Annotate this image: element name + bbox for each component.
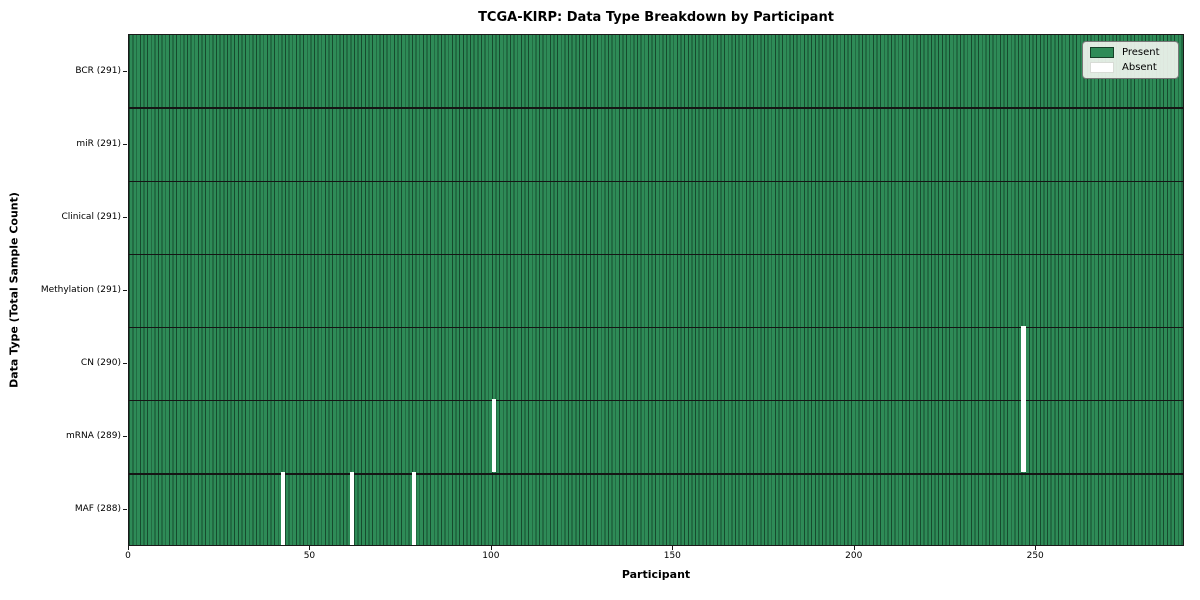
heatmap-row-mir bbox=[129, 107, 1183, 181]
row-divider bbox=[129, 473, 1183, 475]
y-tick-mark bbox=[123, 363, 127, 365]
x-tick-mark bbox=[853, 546, 855, 550]
x-tick-mark bbox=[1035, 546, 1037, 550]
present-swatch-icon bbox=[1090, 47, 1114, 58]
row-divider bbox=[129, 400, 1183, 402]
y-tick-label: Clinical (291) bbox=[61, 211, 121, 222]
y-tick-label: mRNA (289) bbox=[66, 431, 121, 442]
legend-label-absent: Absent bbox=[1122, 62, 1157, 73]
y-tick-mark bbox=[123, 290, 127, 291]
y-tick-label: miR (291) bbox=[76, 138, 121, 149]
y-tick-label: MAF (288) bbox=[74, 504, 121, 515]
absent-marker bbox=[1021, 399, 1026, 473]
chart-title: TCGA-KIRP: Data Type Breakdown by Partic… bbox=[478, 10, 834, 25]
plot-area bbox=[128, 34, 1184, 546]
row-divider bbox=[129, 326, 1183, 329]
x-tick-label: 0 bbox=[125, 551, 131, 561]
x-tick-label: 100 bbox=[482, 551, 500, 561]
legend: Present Absent bbox=[1082, 41, 1179, 79]
x-tick-mark bbox=[128, 546, 129, 550]
heatmap-row-bcr bbox=[129, 35, 1183, 108]
y-tick-mark bbox=[123, 216, 127, 218]
x-axis-label: Participant bbox=[621, 568, 691, 581]
row-divider bbox=[129, 107, 1183, 109]
absent-swatch-icon bbox=[1090, 62, 1114, 73]
x-tick-label: 50 bbox=[303, 551, 316, 561]
heatmap-row-clinical bbox=[129, 180, 1183, 254]
heatmap-rows bbox=[129, 35, 1183, 546]
heatmap-row-maf bbox=[129, 472, 1183, 546]
heatmap-row-methylation bbox=[129, 253, 1183, 327]
absent-marker bbox=[350, 472, 355, 546]
heatmap-row-cn bbox=[129, 326, 1183, 400]
absent-marker bbox=[281, 472, 286, 546]
x-tick-mark bbox=[490, 546, 492, 550]
x-tick-label: 200 bbox=[845, 551, 863, 561]
y-tick-mark bbox=[123, 70, 127, 72]
y-tick-label: BCR (291) bbox=[75, 65, 121, 76]
y-tick-label: Methylation (291) bbox=[40, 285, 121, 295]
row-divider bbox=[129, 253, 1183, 256]
x-tick-label: 150 bbox=[663, 551, 681, 561]
legend-label-present: Present bbox=[1122, 47, 1160, 58]
row-divider bbox=[129, 180, 1183, 182]
x-tick-mark bbox=[309, 546, 311, 550]
y-tick-mark bbox=[123, 436, 127, 438]
y-tick-mark bbox=[123, 143, 127, 145]
y-tick-label: CN (290) bbox=[80, 358, 121, 369]
x-tick-label: 250 bbox=[1026, 551, 1044, 561]
x-tick-mark bbox=[672, 546, 674, 550]
legend-item-present: Present bbox=[1090, 47, 1170, 58]
legend-item-absent: Absent bbox=[1090, 62, 1170, 73]
heatmap-row-mrna bbox=[129, 399, 1183, 473]
absent-marker bbox=[491, 399, 496, 473]
absent-marker bbox=[1021, 326, 1026, 400]
absent-marker bbox=[411, 472, 417, 546]
y-tick-mark bbox=[123, 509, 127, 511]
